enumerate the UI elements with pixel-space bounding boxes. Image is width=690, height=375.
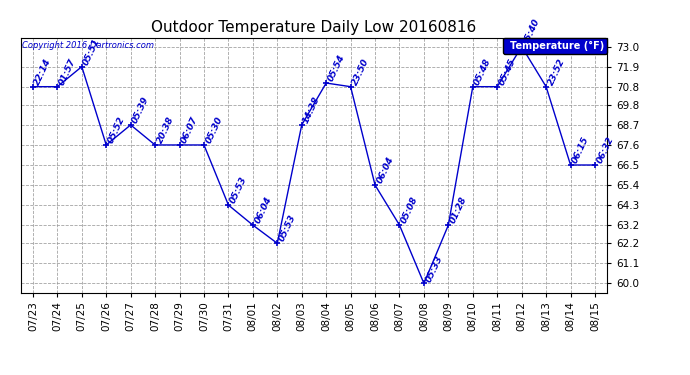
Text: 23:52: 23:52 — [546, 57, 566, 87]
Text: 05:48: 05:48 — [473, 57, 493, 87]
Text: 05:52: 05:52 — [106, 115, 126, 145]
Text: 01:28: 01:28 — [448, 195, 469, 225]
Text: 06:15: 06:15 — [571, 135, 591, 165]
Text: 06:32: 06:32 — [595, 135, 615, 165]
Text: Copyright 2016 Dartronics.com: Copyright 2016 Dartronics.com — [22, 41, 154, 50]
Text: 20:38: 20:38 — [155, 115, 175, 145]
Title: Outdoor Temperature Daily Low 20160816: Outdoor Temperature Daily Low 20160816 — [151, 20, 477, 35]
Text: 06:04: 06:04 — [375, 155, 395, 185]
Text: 22:14: 22:14 — [33, 57, 53, 87]
Text: 23:50: 23:50 — [351, 57, 371, 87]
Text: 05:39: 05:39 — [130, 95, 151, 125]
Text: 05:54: 05:54 — [326, 53, 346, 83]
Text: 05:33: 05:33 — [424, 254, 444, 284]
Text: 14:38: 14:38 — [302, 95, 322, 125]
Text: 06:04: 06:04 — [253, 195, 273, 225]
Text: 01:57: 01:57 — [57, 57, 77, 87]
Text: 05:51: 05:51 — [82, 37, 102, 67]
Text: 05:53: 05:53 — [228, 176, 248, 205]
Text: 05:45: 05:45 — [497, 57, 518, 87]
Text: 06:07: 06:07 — [179, 115, 200, 145]
Text: 05:53: 05:53 — [277, 214, 297, 243]
Text: 05:30: 05:30 — [204, 115, 224, 145]
Text: 05:08: 05:08 — [400, 195, 420, 225]
Legend: Temperature (°F): Temperature (°F) — [503, 38, 607, 54]
Text: 05:40: 05:40 — [522, 17, 542, 46]
